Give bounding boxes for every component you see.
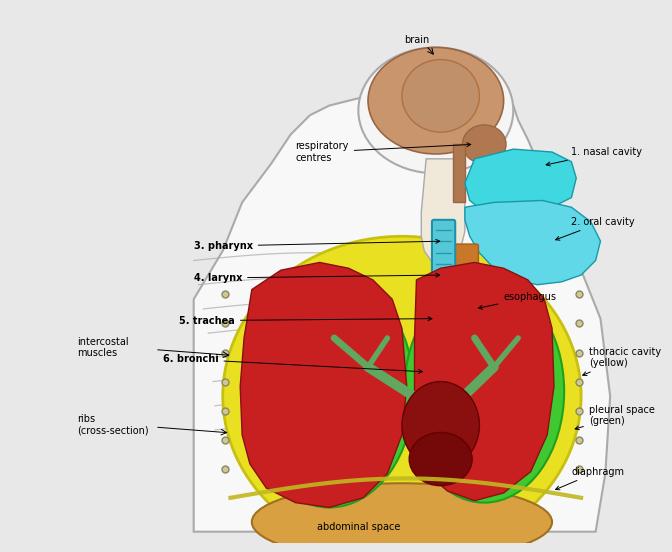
Text: esophagus: esophagus [478,293,556,309]
Text: thoracic cavity
(yellow): thoracic cavity (yellow) [583,347,661,375]
Polygon shape [453,144,465,203]
Polygon shape [415,262,554,501]
Ellipse shape [245,275,414,507]
Polygon shape [421,159,465,266]
Text: pleural space
(green): pleural space (green) [575,405,655,429]
Ellipse shape [402,60,479,132]
FancyBboxPatch shape [453,244,478,408]
Ellipse shape [368,47,503,154]
Text: brain: brain [404,35,429,45]
Polygon shape [465,149,577,217]
Text: 3. pharynx: 3. pharynx [194,240,439,251]
Polygon shape [194,57,610,532]
Text: 6. bronchi: 6. bronchi [163,354,422,373]
Text: diaphragm: diaphragm [556,466,624,490]
Polygon shape [465,200,601,285]
Text: intercostal
muscles: intercostal muscles [77,337,129,358]
Text: 5. trachea: 5. trachea [179,316,432,326]
Polygon shape [240,262,407,507]
Ellipse shape [358,47,513,173]
Text: 2. oral cavity: 2. oral cavity [556,217,635,240]
Text: ribs
(cross-section): ribs (cross-section) [77,415,149,436]
Text: 1. nasal cavity: 1. nasal cavity [546,147,642,166]
Ellipse shape [222,236,581,552]
Text: abdominal space: abdominal space [317,522,400,532]
Ellipse shape [409,432,472,486]
Ellipse shape [462,125,506,163]
Text: 4. larynx: 4. larynx [194,273,439,283]
Ellipse shape [405,280,564,503]
Ellipse shape [252,483,552,552]
Text: respiratory
centres: respiratory centres [296,141,470,163]
Ellipse shape [402,381,479,469]
FancyBboxPatch shape [432,220,455,403]
